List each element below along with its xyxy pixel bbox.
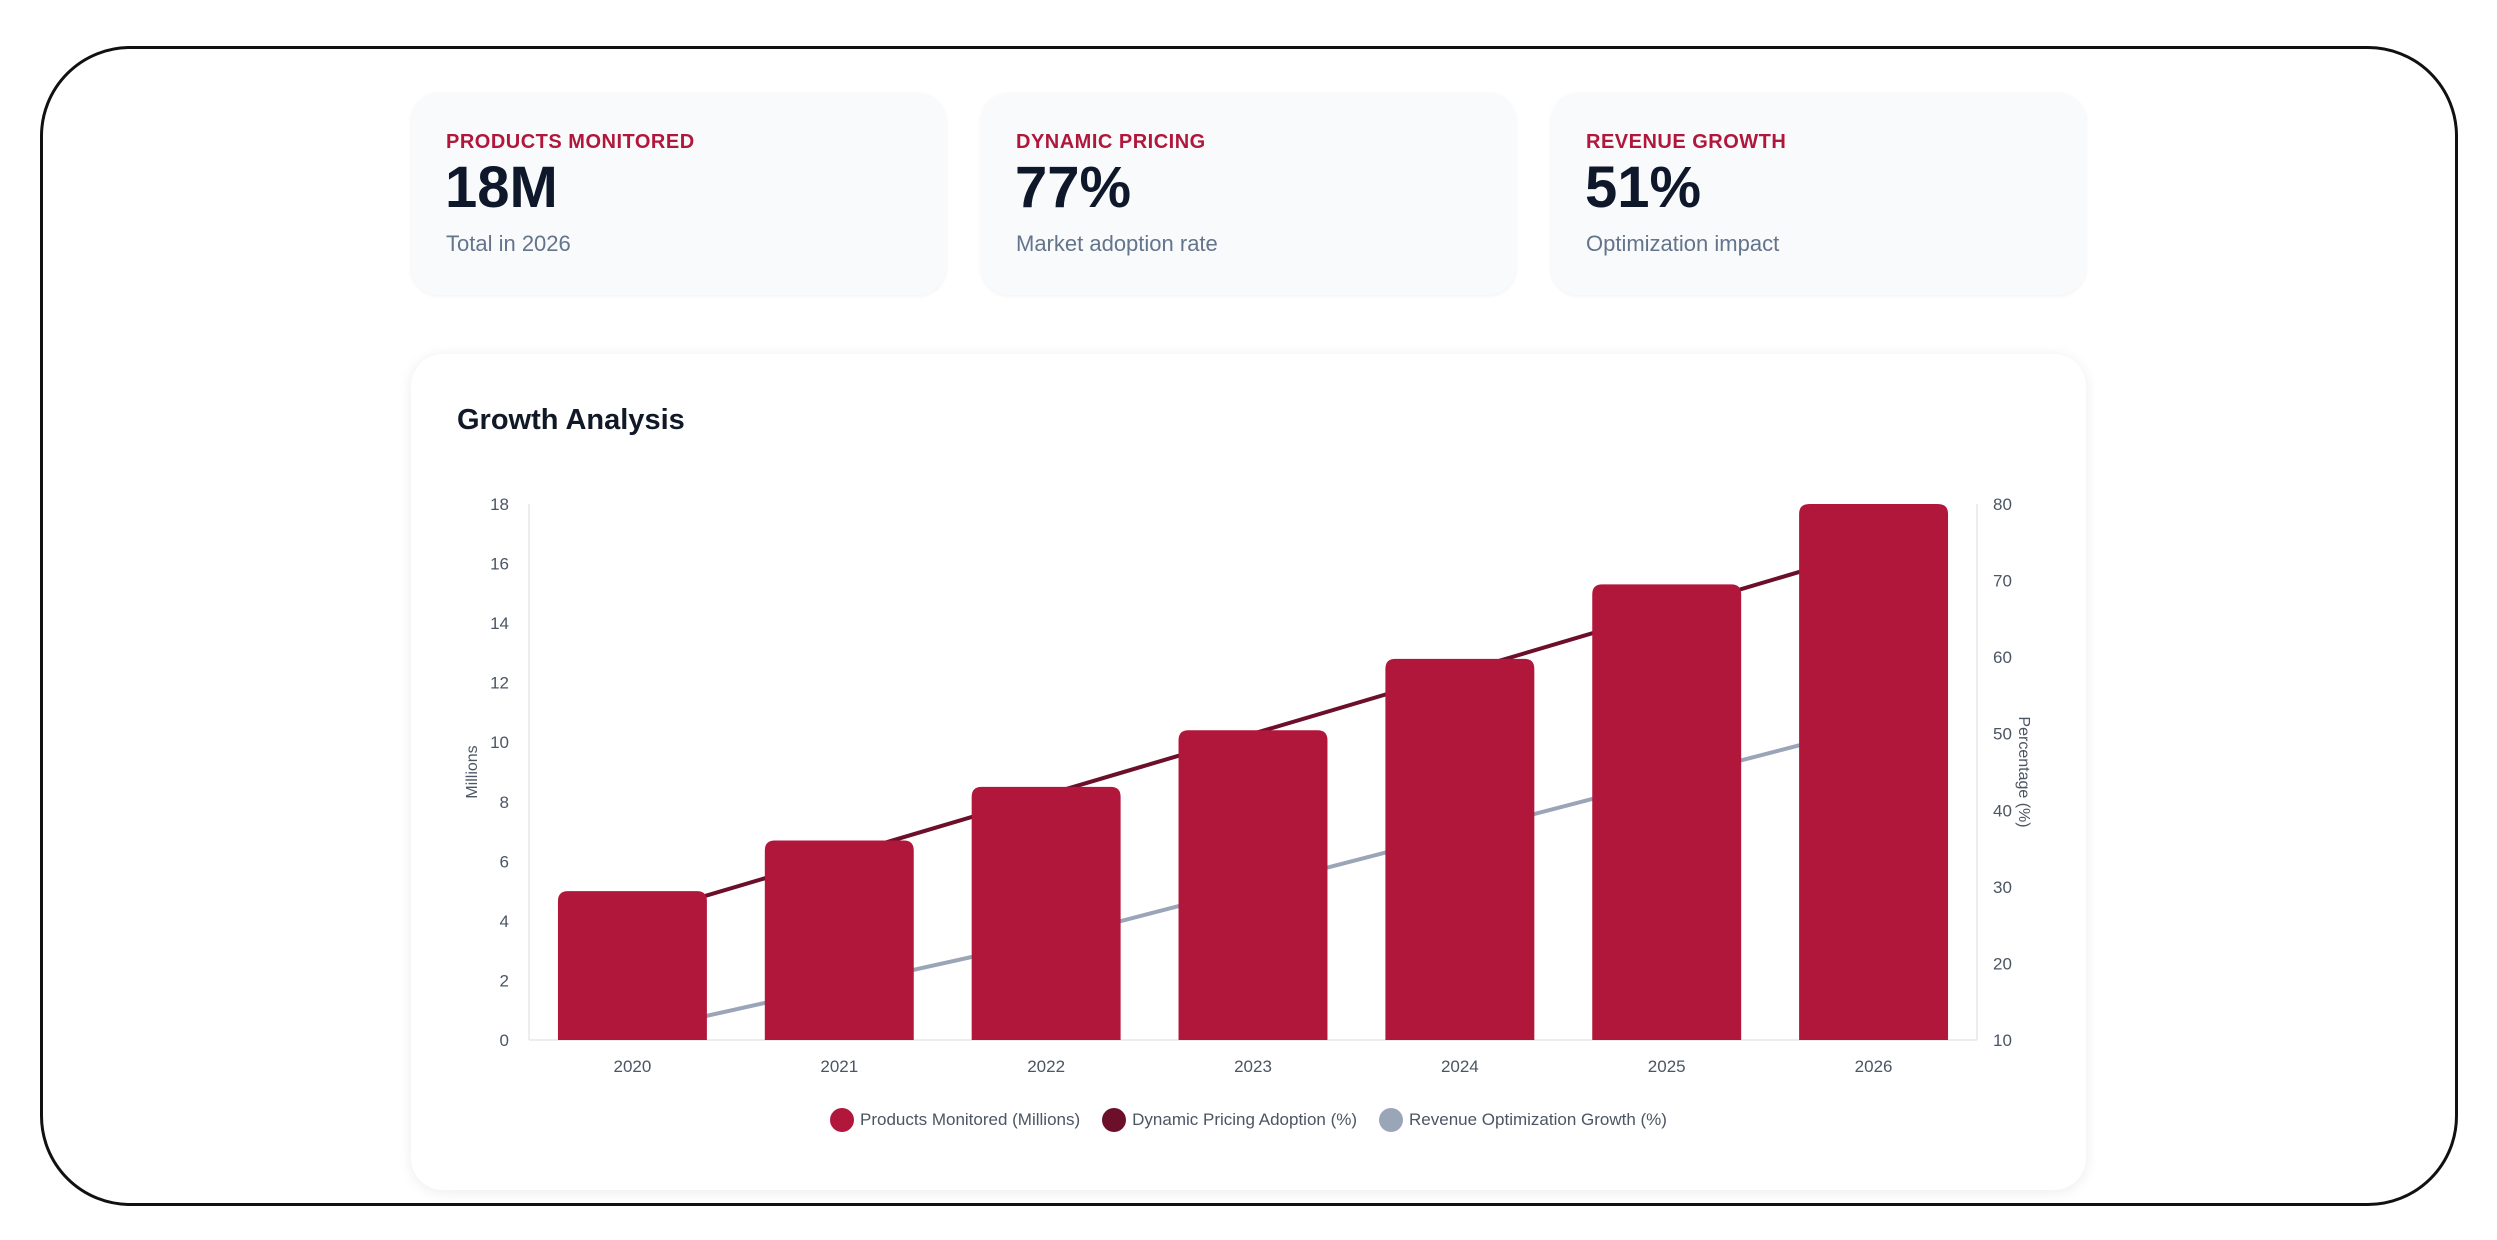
y-tick-label: 18 (490, 495, 509, 514)
chart-legend: Products Monitored (Millions) Dynamic Pri… (411, 1108, 2086, 1132)
y-tick-label: 8 (500, 793, 509, 812)
y2-tick-label: 70 (1993, 572, 2012, 591)
y-tick-label: 16 (490, 555, 509, 574)
x-tick-label: 2023 (1234, 1057, 1272, 1076)
bar-2020 (557, 891, 707, 1040)
y2-tick-label: 40 (1993, 801, 2012, 820)
x-tick-label: 2024 (1441, 1057, 1479, 1076)
stat-label: REVENUE GROWTH (1586, 131, 1787, 153)
stat-subtitle: Optimization impact (1586, 231, 1780, 256)
stat-value: 18M (445, 155, 558, 220)
x-tick-label: 2022 (1027, 1057, 1065, 1076)
y-axis-title: Millions (464, 745, 481, 798)
chart-card: Growth Analysis 0 2 4 6 8 10 12 14 16 18 10 20 30 40 5… (411, 354, 2086, 1190)
legend-item[interactable]: Dynamic Pricing Adoption (%) (1102, 1108, 1357, 1132)
y-tick-label: 2 (500, 971, 509, 990)
bar-2021 (764, 840, 914, 1040)
y2-tick-label: 20 (1993, 954, 2012, 973)
y-tick-label: 14 (490, 614, 509, 633)
stat-subtitle: Market adoption rate (1016, 231, 1218, 256)
stat-card-revenue-growth: REVENUE GROWTH 51% Optimization impact (1551, 93, 2086, 295)
stat-card-dynamic-pricing: DYNAMIC PRICING 77% Market adoption rate (981, 93, 1516, 295)
chart-title: Growth Analysis (457, 404, 685, 436)
legend-swatch (1102, 1108, 1127, 1132)
bar-2026 (1799, 504, 1949, 1040)
legend-label: Products Monitored (Millions) (860, 1110, 1081, 1129)
legend-item[interactable]: Revenue Optimization Growth (%) (1379, 1108, 1667, 1132)
y2-axis-title: Percentage (%) (2015, 716, 2032, 827)
stat-subtitle: Total in 2026 (446, 231, 571, 256)
legend-swatch (830, 1108, 855, 1132)
y-tick-label: 4 (500, 912, 509, 931)
y2-tick-label: 80 (1993, 495, 2012, 514)
x-tick-label: 2020 (614, 1057, 652, 1076)
y2-tick-label: 30 (1993, 878, 2012, 897)
y-tick-label: 6 (500, 852, 509, 871)
x-tick-label: 2025 (1648, 1057, 1686, 1076)
y-tick-label: 12 (490, 674, 509, 693)
y2-tick-label: 10 (1993, 1031, 2012, 1050)
legend-item[interactable]: Products Monitored (Millions) (830, 1108, 1080, 1132)
bar-2024 (1385, 658, 1535, 1040)
x-tick-label: 2026 (1855, 1057, 1893, 1076)
stat-value: 77% (1015, 155, 1132, 220)
bar-2022 (971, 786, 1121, 1040)
y2-tick-label: 50 (1993, 725, 2012, 744)
y-tick-label: 0 (500, 1031, 509, 1050)
y-tick-label: 10 (490, 733, 509, 752)
x-tick-label: 2021 (820, 1057, 858, 1076)
bar-2025 (1592, 584, 1742, 1040)
stat-label: DYNAMIC PRICING (1016, 131, 1206, 153)
stat-label: PRODUCTS MONITORED (446, 131, 695, 153)
stat-value: 51% (1585, 155, 1702, 220)
legend-label: Revenue Optimization Growth (%) (1409, 1110, 1667, 1129)
growth-chart: 0 2 4 6 8 10 12 14 16 18 10 20 30 40 50 60 70 80 2020 2021 2… (464, 495, 2032, 1076)
legend-swatch (1379, 1108, 1404, 1132)
y2-tick-label: 60 (1993, 648, 2012, 667)
bar-2023 (1178, 730, 1328, 1040)
legend-label: Dynamic Pricing Adoption (%) (1132, 1110, 1358, 1129)
stat-card-products: PRODUCTS MONITORED 18M Total in 2026 (411, 93, 946, 295)
